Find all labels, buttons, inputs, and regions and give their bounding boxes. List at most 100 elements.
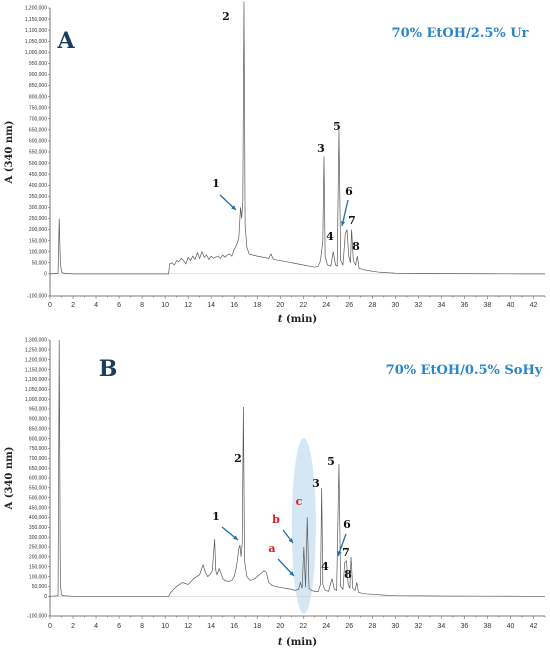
y-axis-title: A (340 nm) (4, 121, 15, 185)
peak-label-b: b (272, 513, 280, 526)
peak-label-7: 7 (342, 546, 350, 559)
y-tick-label: 1,200,000 (25, 357, 47, 363)
x-tick-label: 8 (140, 302, 144, 309)
arrow-head (340, 221, 346, 226)
y-tick-label: 200,000 (29, 227, 47, 233)
x-tick-label: 16 (230, 302, 238, 309)
y-tick-label: 900,000 (29, 417, 47, 423)
y-tick-label: -100,000 (27, 614, 47, 620)
y-tick-label: 800,000 (29, 94, 47, 100)
x-tick-label: 34 (437, 623, 445, 630)
y-tick-label: 50,000 (32, 260, 48, 266)
x-tick-label: 36 (461, 623, 469, 630)
y-tick-label: 650,000 (29, 128, 47, 134)
x-tick-label: 36 (461, 302, 469, 309)
y-tick-label: 1,100,000 (25, 377, 47, 383)
y-tick-label: -100,000 (27, 294, 47, 300)
x-tick-label: 12 (184, 302, 192, 309)
y-tick-label: 300,000 (29, 535, 47, 541)
peak-label-5: 5 (333, 120, 341, 133)
panel-b: -100,000050,000100,000150,000200,000250,… (4, 338, 546, 648)
y-tick-label: 450,000 (29, 172, 47, 178)
x-tick-label: 40 (507, 302, 515, 309)
y-tick-label: 950,000 (29, 61, 47, 67)
panel-letter: A (56, 28, 75, 54)
chromatogram-trace (49, 1, 545, 275)
x-tick-label: 42 (530, 302, 538, 309)
x-tick-label: 28 (368, 302, 376, 309)
arrow-head (233, 535, 238, 540)
peak-label-4: 4 (326, 230, 334, 243)
y-tick-label: 250,000 (29, 216, 47, 222)
panel-a: -100,000 0 50,000 100,000 150,000 200,000 250,… (4, 1, 546, 325)
peak-label-6: 6 (345, 185, 353, 198)
y-tick-label: 1,100,000 (25, 28, 47, 34)
chromatogram-trace (49, 339, 545, 597)
x-tick-label: 32 (414, 623, 422, 630)
y-tick-label: 1,150,000 (25, 367, 47, 373)
x-tick-label: 2 (71, 302, 75, 309)
x-tick-label: 30 (391, 623, 399, 630)
y-tick-label: 1,250,000 (25, 348, 47, 354)
panel-letter: B (99, 356, 118, 382)
y-tick-label: 150,000 (29, 238, 47, 244)
y-tick-label: 550,000 (29, 486, 47, 492)
y-tick-label: 200,000 (29, 555, 47, 561)
y-tick-label: 950,000 (29, 407, 47, 413)
y-tick-label: 800,000 (29, 436, 47, 442)
x-tick-label: 6 (117, 623, 121, 630)
x-tick-label: 40 (507, 623, 515, 630)
peak-label-5: 5 (327, 455, 335, 468)
y-tick-label: 1,000,000 (25, 397, 47, 403)
y-tick-label: 700,000 (29, 116, 47, 122)
condition-label: 70% EtOH/2.5% Ur (392, 26, 529, 41)
y-tick-label: 500,000 (29, 495, 47, 501)
y-tick-label: 750,000 (29, 446, 47, 452)
x-tick-label: 38 (484, 302, 492, 309)
x-tick-label: 10 (161, 623, 169, 630)
x-tick-label: 4 (94, 302, 98, 309)
arrow-head (337, 551, 342, 556)
y-tick-label: 300,000 (29, 205, 47, 211)
x-tick-label: 14 (207, 623, 215, 630)
y-tick-label: 1,150,000 (25, 17, 47, 23)
y-tick-label: 250,000 (29, 545, 47, 551)
y-tick-label: 900,000 (29, 72, 47, 78)
y-tick-label: 50,000 (32, 584, 48, 590)
y-tick-label: 600,000 (29, 476, 47, 482)
y-tick-label: 400,000 (29, 183, 47, 189)
y-tick-label: 750,000 (29, 105, 47, 111)
y-tick-label: 100,000 (29, 249, 47, 255)
x-tick-label: 18 (253, 302, 261, 309)
y-tick-label: 550,000 (29, 150, 47, 156)
x-tick-label: 6 (117, 302, 121, 309)
y-tick-label: 650,000 (29, 466, 47, 472)
peak-label-8: 8 (344, 568, 352, 581)
peak-label-2: 2 (234, 452, 242, 465)
x-tick-label: 12 (184, 623, 192, 630)
x-axis-title: t (min) (278, 314, 317, 325)
y-tick-label: 500,000 (29, 161, 47, 167)
arrow-head (288, 538, 293, 543)
x-tick-label: 26 (345, 302, 353, 309)
x-tick-label: 32 (414, 302, 422, 309)
peak-label-3: 3 (317, 142, 325, 155)
peak-label-7: 7 (348, 214, 356, 227)
x-tick-label: 22 (299, 623, 307, 630)
peak-label-6: 6 (343, 518, 351, 531)
y-tick-label: 450,000 (29, 505, 47, 511)
y-tick-label: 1,000,000 (25, 50, 47, 56)
x-tick-label: 24 (322, 623, 330, 630)
x-tick-label: 4 (94, 623, 98, 630)
arrow-head (231, 205, 236, 210)
x-tick-label: 24 (322, 302, 330, 309)
x-tick-label: 8 (140, 623, 144, 630)
highlight-region (291, 438, 316, 614)
y-tick-label: 700,000 (29, 456, 47, 462)
peak-label-1: 1 (212, 510, 220, 523)
condition-label: 70% EtOH/0.5% SoHy (386, 363, 543, 378)
peak-label-3: 3 (312, 477, 320, 490)
y-tick-label: 0 (44, 272, 47, 278)
x-tick-label: 20 (276, 623, 284, 630)
